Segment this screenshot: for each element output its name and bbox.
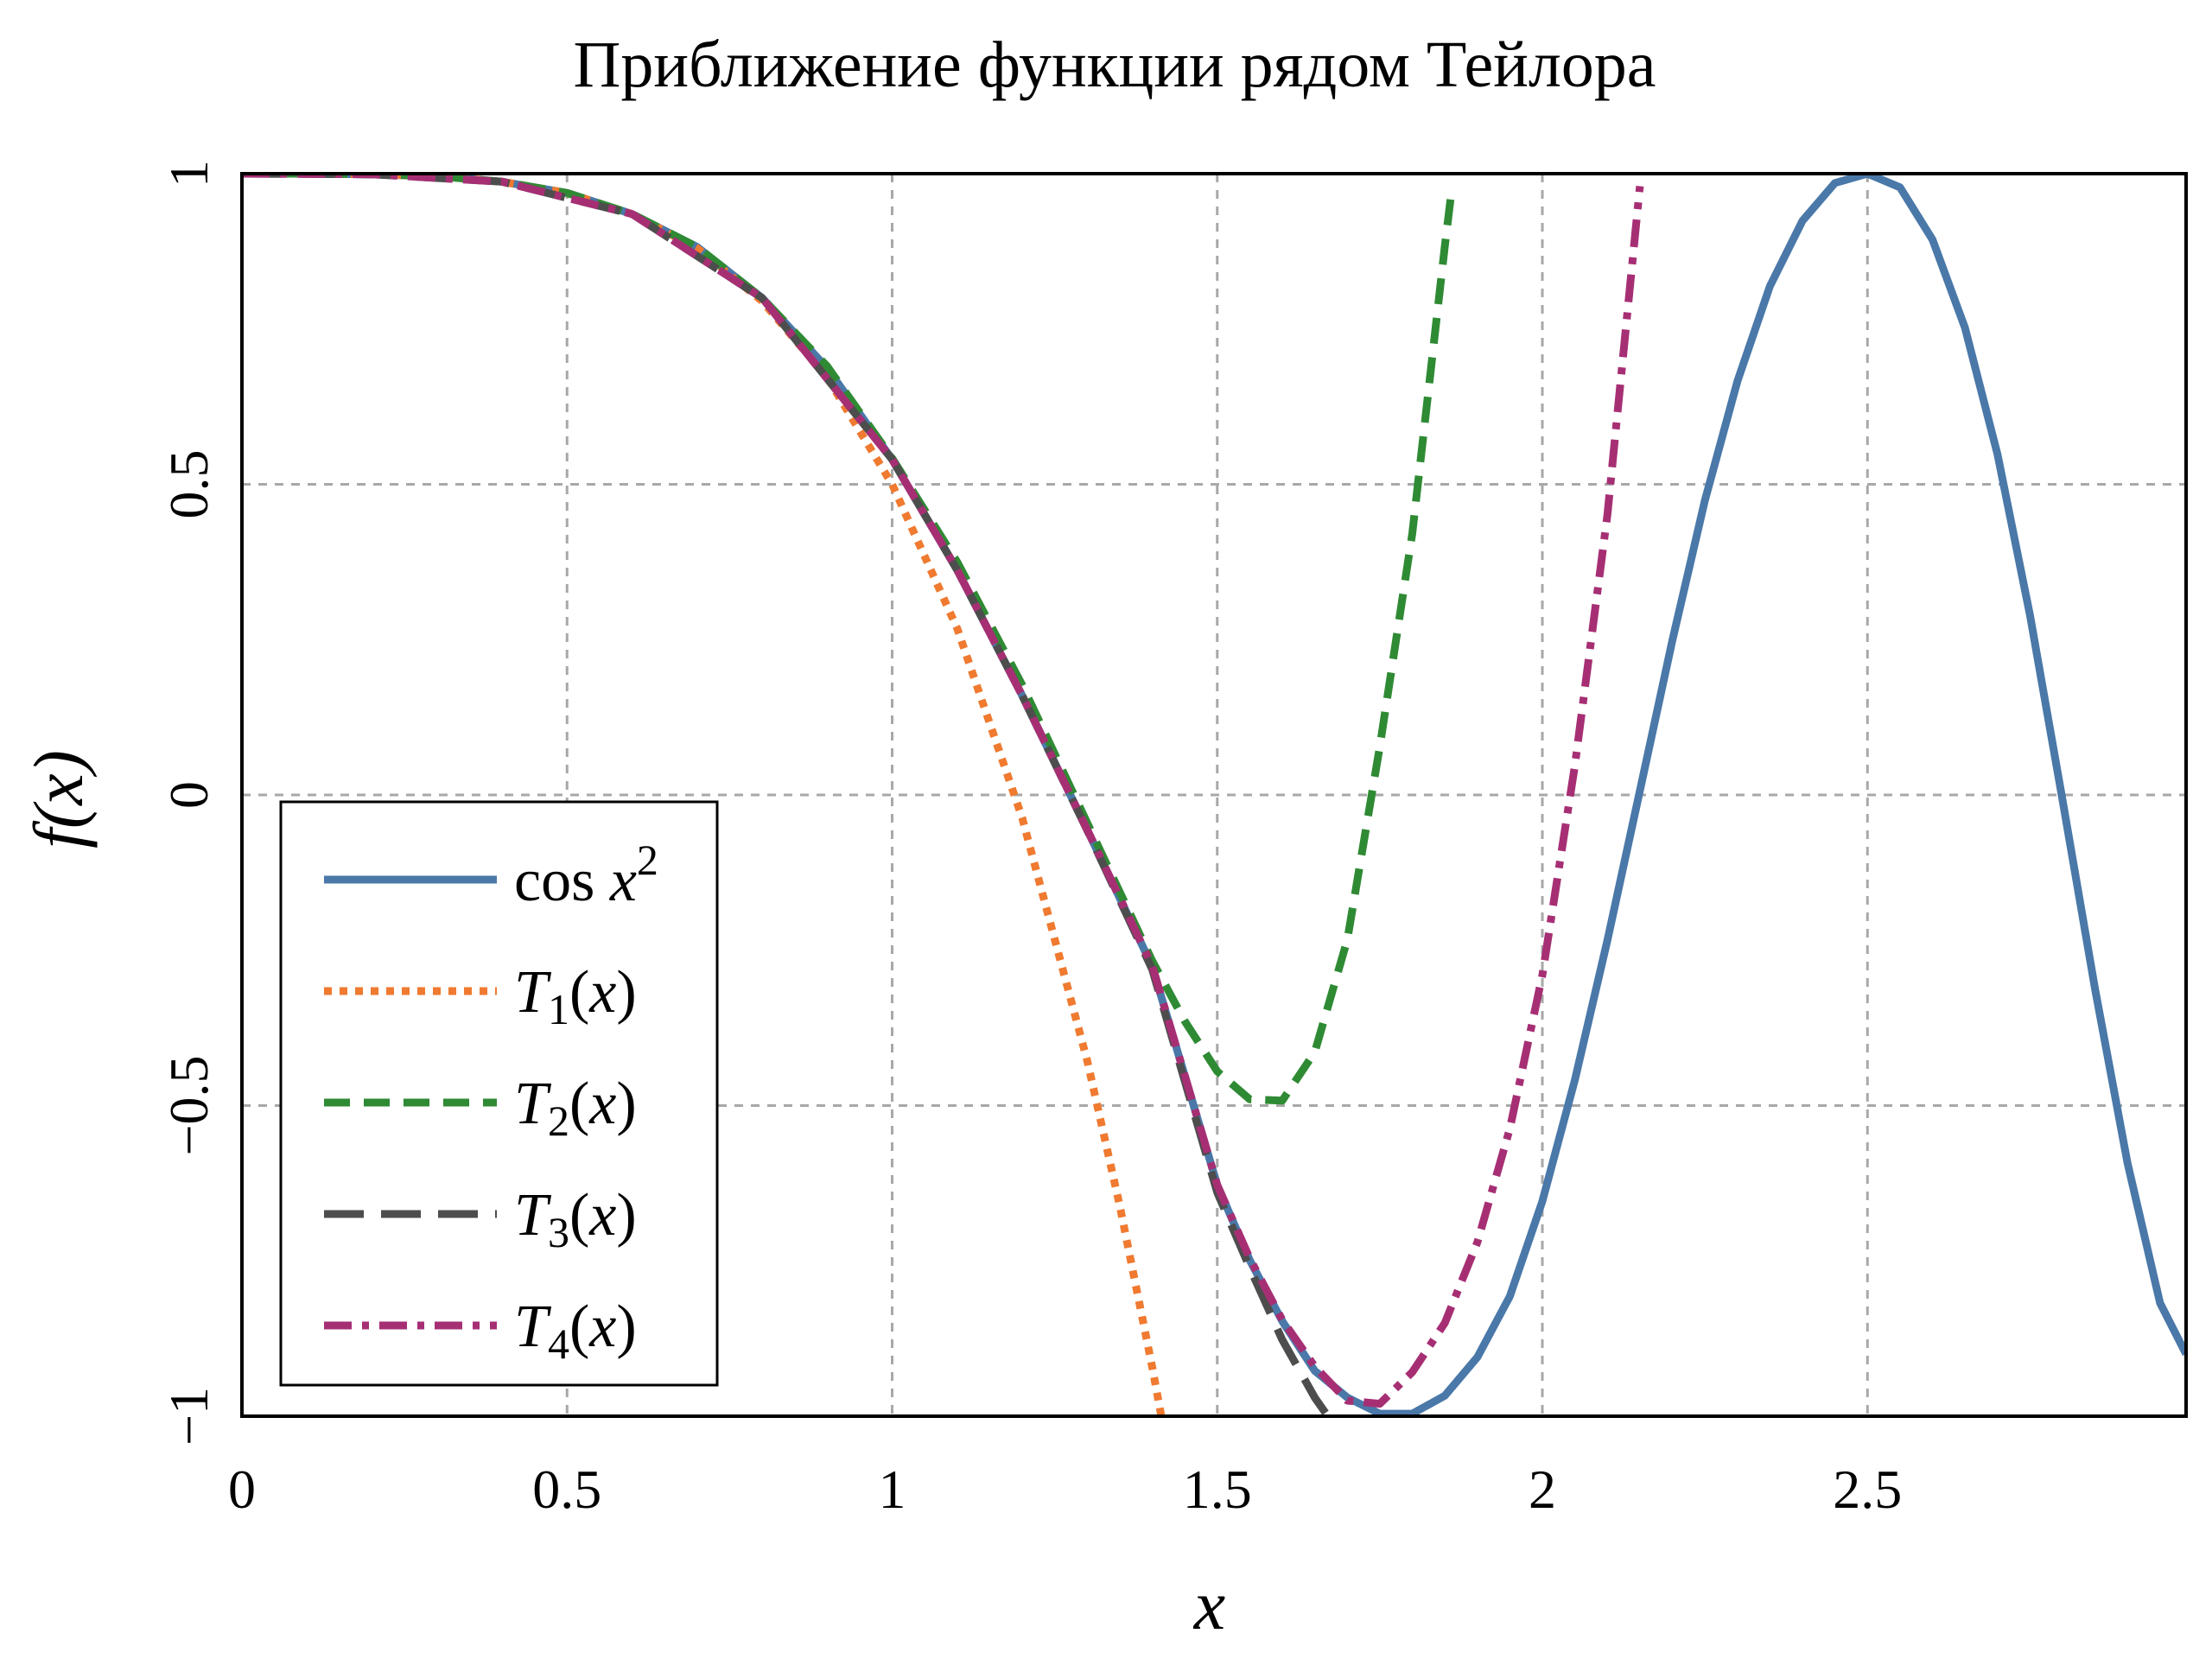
series-line-t3 <box>242 174 1332 1416</box>
y-tick-label: 0 <box>158 781 219 809</box>
x-tick-label: 1 <box>879 1459 906 1520</box>
y-tick-label: −0.5 <box>158 1055 219 1155</box>
legend-label-t4: T4(x) <box>514 1294 637 1368</box>
legend: cos x2 T1(x) T2(x) T3(x) T4(x) <box>279 800 719 1387</box>
series-lines <box>242 174 2186 1416</box>
legend-label-t1: T1(x) <box>514 959 637 1033</box>
x-tick-label: 0 <box>228 1459 256 1520</box>
x-tick-label: 2 <box>1529 1459 1556 1520</box>
x-axis-label: x <box>1193 1566 1225 1644</box>
x-tick-label: 0.5 <box>532 1459 601 1520</box>
x-tick-label: 2.5 <box>1833 1459 1902 1520</box>
tick-labels: 0 0.5 1 1.5 2 2.5 −1 −0.5 0 0.5 1 <box>158 160 1902 1520</box>
legend-label-t3: T3(x) <box>514 1182 637 1256</box>
y-tick-label: 1 <box>158 160 219 188</box>
series-line-t4 <box>242 174 1644 1408</box>
y-axis-label: f(x) <box>19 750 98 849</box>
legend-box <box>279 800 719 1387</box>
y-tick-label: 0.5 <box>158 450 219 519</box>
legend-label-cos: cos x2 <box>514 836 658 914</box>
plot-frame <box>240 172 2188 1418</box>
x-tick-label: 1.5 <box>1183 1459 1252 1520</box>
chart-title: Приближение функции рядом Тейлора <box>573 29 1656 101</box>
y-tick-label: −1 <box>158 1387 219 1446</box>
legend-label-t2: T2(x) <box>514 1071 637 1145</box>
